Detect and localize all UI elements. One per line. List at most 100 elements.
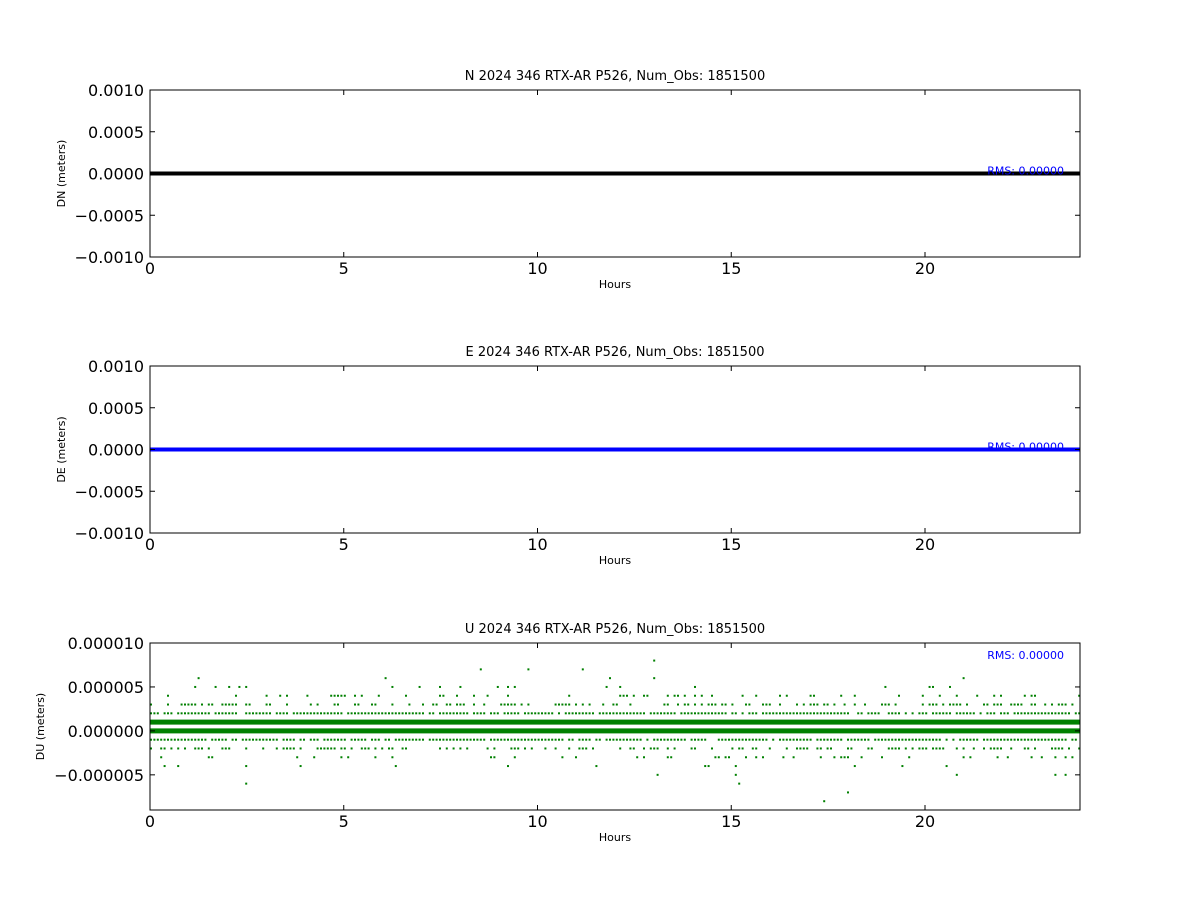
data-point	[979, 712, 982, 715]
data-point	[1054, 738, 1057, 741]
data-point	[269, 738, 271, 741]
data-point	[949, 685, 951, 688]
data-point	[405, 738, 407, 741]
data-point	[609, 738, 611, 741]
data-point	[932, 703, 934, 706]
data-point	[473, 712, 475, 715]
data-point	[867, 747, 870, 750]
data-point	[394, 765, 397, 768]
data-point	[235, 703, 237, 706]
data-point	[286, 703, 288, 706]
data-point	[816, 738, 819, 741]
data-point	[938, 694, 941, 697]
data-point	[388, 738, 390, 741]
data-point	[1071, 738, 1074, 741]
data-point	[265, 703, 268, 706]
data-point	[513, 738, 516, 741]
data-point	[343, 747, 346, 750]
data-point	[269, 712, 271, 715]
data-point	[333, 712, 336, 715]
data-point	[762, 756, 764, 759]
data-point	[459, 747, 462, 750]
data-point	[510, 747, 513, 750]
data-point	[809, 712, 812, 715]
data-point	[544, 747, 547, 750]
data-point	[874, 738, 877, 741]
data-point	[700, 712, 703, 715]
data-point	[459, 738, 462, 741]
data-point	[350, 738, 353, 741]
data-point	[700, 694, 703, 697]
data-point	[721, 703, 724, 706]
data-point	[204, 712, 207, 715]
data-point	[513, 703, 516, 706]
data-point	[1040, 756, 1043, 759]
data-point	[224, 712, 227, 715]
data-point	[384, 677, 387, 680]
data-point	[177, 712, 180, 715]
data-point	[728, 756, 730, 759]
data-point	[1030, 738, 1033, 741]
data-point	[653, 677, 656, 680]
data-point	[619, 712, 622, 715]
data-point	[578, 738, 581, 741]
data-point	[843, 712, 846, 715]
data-point	[561, 756, 564, 759]
data-point	[918, 712, 921, 715]
data-point	[796, 712, 798, 715]
data-point	[473, 738, 475, 741]
data-point	[626, 738, 628, 741]
data-point	[755, 747, 758, 750]
data-point	[1054, 773, 1057, 776]
data-point	[544, 738, 547, 741]
data-point	[1057, 712, 1060, 715]
data-point	[962, 738, 965, 741]
data-point	[785, 747, 788, 750]
data-point	[388, 712, 390, 715]
data-point	[585, 738, 588, 741]
data-point	[588, 738, 591, 741]
data-point	[724, 738, 727, 741]
data-point	[238, 685, 241, 688]
data-point	[564, 712, 567, 715]
y-tick-label: −0.0010	[75, 248, 144, 267]
data-point	[847, 712, 849, 715]
data-point	[966, 738, 968, 741]
data-point	[452, 747, 455, 750]
data-point	[313, 756, 316, 759]
data-point	[486, 694, 489, 697]
data-point	[1078, 694, 1080, 697]
data-point	[398, 738, 401, 741]
data-point	[320, 747, 322, 750]
data-point	[775, 712, 778, 715]
data-point	[707, 712, 710, 715]
data-point	[986, 738, 989, 741]
data-point	[962, 756, 965, 759]
data-point	[493, 756, 496, 759]
chart-title: U 2024 346 RTX-AR P526, Num_Obs: 1851500	[465, 622, 765, 637]
data-point	[1064, 773, 1067, 776]
axes-frame	[149, 642, 1081, 811]
data-point	[731, 738, 734, 741]
data-point	[313, 738, 316, 741]
data-point	[462, 712, 465, 715]
data-point	[547, 738, 550, 741]
data-point	[374, 712, 377, 715]
data-point	[360, 712, 363, 715]
data-point	[544, 712, 547, 715]
data-point	[802, 738, 805, 741]
data-point	[354, 712, 356, 715]
data-point	[343, 694, 346, 697]
data-point	[673, 747, 676, 750]
data-point	[245, 712, 248, 715]
data-point	[1044, 738, 1047, 741]
data-point	[320, 712, 322, 715]
data-point	[694, 685, 696, 688]
data-point	[364, 738, 367, 741]
x-tick-label: 15	[721, 812, 741, 831]
data-point	[826, 747, 829, 750]
subplot-2: 0 5 10 15 20 0.0010 0.0005 0.0000 −0.0005 −0.0010…	[55, 345, 1081, 567]
rms-label: RMS: 0.00000	[987, 649, 1064, 662]
data-point	[867, 712, 870, 715]
